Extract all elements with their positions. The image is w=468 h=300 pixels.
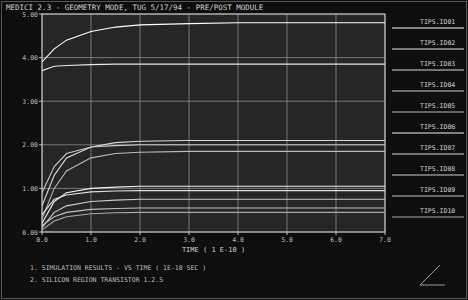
series-line <box>42 212 385 229</box>
x-grid-line <box>91 14 92 232</box>
legend-label: TIPS.ID10 <box>420 207 455 215</box>
y-tick-label: 1.00 <box>22 185 38 193</box>
y-tick-label: 5.00 <box>22 11 38 19</box>
axes-icon <box>420 265 440 285</box>
legend-swatch <box>392 70 464 71</box>
legend-label: TIPS.ID06 <box>420 123 455 131</box>
legend-label: TIPS.ID05 <box>420 102 455 110</box>
legend-swatch <box>392 28 464 29</box>
legend-label: TIPS.ID08 <box>420 165 455 173</box>
axes-icon <box>420 285 445 286</box>
x-tick-label: 0.0 <box>36 236 48 244</box>
series-line <box>42 186 385 223</box>
x-tick-label: 4.0 <box>232 236 244 244</box>
series-line <box>42 208 385 225</box>
plot-area <box>42 14 385 232</box>
x-tick-label: 7.0 <box>379 236 391 244</box>
legend-label: TIPS.ID04 <box>420 81 455 89</box>
legend-label: TIPS.ID09 <box>420 186 455 194</box>
legend-swatch <box>392 175 464 176</box>
annotation: 2. SILICON REGION TRANSISTOR 1.2.5 <box>30 276 163 284</box>
x-tick-label: 1.0 <box>85 236 97 244</box>
legend-swatch <box>392 154 464 155</box>
legend-label: TIPS.ID02 <box>420 39 455 47</box>
plot-frame <box>42 14 385 232</box>
x-tick-label: 2.0 <box>134 236 146 244</box>
y-grid-line <box>42 57 385 58</box>
legend-label: TIPS.ID07 <box>420 144 455 152</box>
x-tick-label: 5.0 <box>281 236 293 244</box>
y-tick-label: 3.00 <box>22 98 38 106</box>
x-axis-label: TIME ( 1 E-10 ) <box>182 246 245 254</box>
annotation: 1. SIMULATION RESULTS - VS TIME ( 1E-10 … <box>30 264 206 272</box>
series-group <box>42 23 385 230</box>
x-tick-label: 3.0 <box>183 236 195 244</box>
series-line <box>42 145 385 193</box>
legend-swatch <box>392 112 464 113</box>
legend-swatch <box>392 91 464 92</box>
y-tick-label: 4.00 <box>22 54 38 62</box>
legend-label: TIPS.ID03 <box>420 60 455 68</box>
series-line <box>42 23 385 62</box>
y-tick-label: 2.00 <box>22 141 38 149</box>
series-line <box>42 140 385 205</box>
legend-swatch <box>392 217 464 218</box>
y-tick-label: 0.00 <box>22 229 38 237</box>
legend-swatch <box>392 196 464 197</box>
series-line <box>42 64 385 71</box>
series-line <box>42 191 385 215</box>
legend-swatch <box>392 49 464 50</box>
title: MEDICI 2.3 - GEOMETRY MODE, TUG 5/17/94 … <box>6 3 264 12</box>
legend-swatch <box>392 133 464 134</box>
outer-frame <box>2 2 467 299</box>
y-grid-line <box>42 101 385 102</box>
x-tick-label: 6.0 <box>330 236 342 244</box>
legend-label: TIPS.ID01 <box>420 18 455 26</box>
